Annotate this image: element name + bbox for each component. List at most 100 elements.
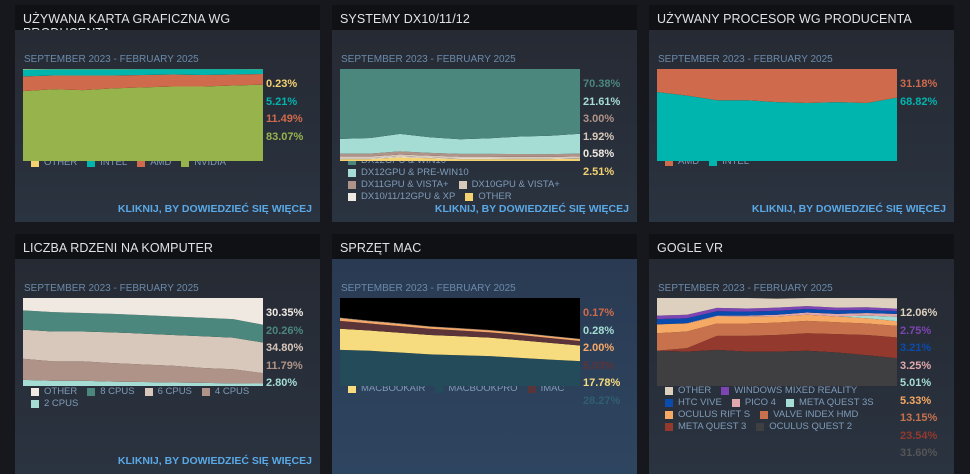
legend-label: DX11GPU & VISTA+ <box>361 179 449 191</box>
value-label: 20.26% <box>266 323 303 341</box>
date-range: SEPTEMBER 2023 - FEBRUARY 2025 <box>341 54 516 65</box>
panel-title: LICZBA RDZENI NA KOMPUTER <box>15 234 320 259</box>
legend-swatch <box>665 411 673 419</box>
legend-label: META QUEST 3S <box>799 397 874 409</box>
legend-label: WINDOWS MIXED REALITY <box>734 385 857 397</box>
legend-swatch <box>348 169 356 177</box>
legend-swatch <box>435 385 443 393</box>
panel-title: UŻYWANY PROCESOR WG PRODUCENTA <box>649 5 954 30</box>
value-label: 3.25% <box>900 358 937 376</box>
legend-item: DX11GPU & VISTA+ <box>348 179 449 191</box>
value-label: 30.35% <box>266 305 303 323</box>
stacked-area-chart <box>657 298 897 386</box>
value-label: 31.18% <box>900 76 937 94</box>
legend-label: OCULUS RIFT S <box>678 409 750 421</box>
legend-label: OCULUS QUEST 2 <box>769 421 852 433</box>
value-label: 83.07% <box>266 129 303 147</box>
legend-item: 4 CPUS <box>202 386 249 398</box>
date-range: SEPTEMBER 2023 - FEBRUARY 2025 <box>658 54 833 65</box>
legend-label: 4 CPUS <box>215 386 249 398</box>
legend-swatch <box>786 399 794 407</box>
date-range: SEPTEMBER 2023 - FEBRUARY 2025 <box>24 54 199 65</box>
learn-more-link[interactable]: KLIKNIJ, BY DOWIEDZIEĆ SIĘ WIĘCEJ <box>752 203 946 215</box>
legend: OTHER WINDOWS MIXED REALITY HTC VIVE PICO 4… <box>665 385 900 433</box>
value-list: 30.35%20.26%34.80%11.79%2.80% <box>266 305 303 393</box>
date-range: SEPTEMBER 2023 - FEBRUARY 2025 <box>341 283 516 294</box>
value-label: 3.21% <box>900 340 937 358</box>
date-range: SEPTEMBER 2023 - FEBRUARY 2025 <box>658 283 833 294</box>
value-label: 0.28% <box>583 323 620 341</box>
value-label: 11.49% <box>266 111 303 129</box>
legend-item: OTHER <box>465 191 511 203</box>
legend-item: HTC VIVE <box>665 397 722 409</box>
area-nvidia <box>23 85 263 161</box>
legend-item: OTHER <box>665 385 711 397</box>
panel-4: LICZBA RDZENI NA KOMPUTER SEPTEMBER 2023… <box>15 234 320 474</box>
legend-label: 8 CPUS <box>100 386 134 398</box>
value-label: 5.21% <box>266 94 303 112</box>
date-range: SEPTEMBER 2023 - FEBRUARY 2025 <box>24 283 199 294</box>
stacked-area-chart <box>657 69 897 161</box>
stacked-area-chart <box>23 298 263 386</box>
legend-swatch <box>732 399 740 407</box>
area-dx12gpu-win10 <box>340 69 580 139</box>
value-label: 12.06% <box>900 305 937 323</box>
legend-label: VALVE INDEX HMD <box>773 409 858 421</box>
panel-title: UŻYWANA KARTA GRAFICZNA WG PRODUCENTA <box>15 5 320 30</box>
panel-title: SPRZĘT MAC <box>332 234 637 259</box>
value-list: 70.38%21.61%3.00%1.92%0.58%2.51% <box>583 76 620 181</box>
value-label: 68.82% <box>900 94 937 112</box>
legend-item: META QUEST 3 <box>665 421 746 433</box>
value-list: 12.06%2.75%3.21%3.25%5.01%5.33%13.15%23.… <box>900 305 937 463</box>
legend-label: OTHER <box>44 386 77 398</box>
legend-swatch <box>665 387 673 395</box>
value-label: 5.33% <box>900 393 937 411</box>
legend-label: 6 CPUS <box>158 386 192 398</box>
value-label: 1.92% <box>583 129 620 147</box>
legend-item: OCULUS QUEST 2 <box>756 421 852 433</box>
learn-more-link[interactable]: KLIKNIJ, BY DOWIEDZIEĆ SIĘ WIĘCEJ <box>118 203 312 215</box>
learn-more-link[interactable]: KLIKNIJ, BY DOWIEDZIEĆ SIĘ WIĘCEJ <box>435 203 629 215</box>
value-label: 17.78% <box>583 375 620 393</box>
legend-item: DX12GPU & PRE-WIN10 <box>348 167 469 179</box>
value-label: 23.54% <box>900 428 937 446</box>
legend-label: DX10/11/12GPU & XP <box>361 191 455 203</box>
stacked-area-chart <box>340 298 580 386</box>
value-list: 31.18%68.82% <box>900 76 937 111</box>
legend-swatch <box>665 423 673 431</box>
legend-item: PICO 4 <box>732 397 776 409</box>
value-label: 21.61% <box>583 94 620 112</box>
legend-swatch <box>760 411 768 419</box>
legend-item: VALVE INDEX HMD <box>760 409 858 421</box>
legend-item: OCULUS RIFT S <box>665 409 750 421</box>
legend-item: META QUEST 3S <box>786 397 874 409</box>
stacked-area-chart <box>23 69 263 161</box>
stacked-area-chart <box>340 69 580 161</box>
panel-body: SEPTEMBER 2023 - FEBRUARY 2025 70.38%21.… <box>332 30 637 222</box>
value-label: 5.03% <box>583 358 620 376</box>
legend-swatch <box>31 388 39 396</box>
value-label: 11.79% <box>266 358 303 376</box>
legend-item: 6 CPUS <box>145 386 192 398</box>
value-label: 5.01% <box>900 375 937 393</box>
value-label: 3.00% <box>583 111 620 129</box>
legend-label: HTC VIVE <box>678 397 722 409</box>
legend-swatch <box>348 385 356 393</box>
value-label: 0.58% <box>583 146 620 164</box>
value-label: 2.00% <box>583 340 620 358</box>
legend-swatch <box>31 400 39 408</box>
legend-label: DX12GPU & PRE-WIN10 <box>361 167 469 179</box>
value-label: 0.17% <box>583 305 620 323</box>
legend-swatch <box>348 193 356 201</box>
legend-swatch <box>202 388 210 396</box>
panel-body: SEPTEMBER 2023 - FEBRUARY 2025 0.23%5.21… <box>15 30 320 222</box>
value-list: 0.17%0.28%2.00%5.03%17.78%28.27% <box>583 305 620 410</box>
value-label: 2.75% <box>900 323 937 341</box>
legend-swatch <box>459 181 467 189</box>
panel-body: SEPTEMBER 2023 - FEBRUARY 2025 31.18%68.… <box>649 30 954 222</box>
panel-1: UŻYWANA KARTA GRAFICZNA WG PRODUCENTA SE… <box>15 5 320 222</box>
legend-item: OTHER <box>31 386 77 398</box>
value-list: 0.23%5.21%11.49%83.07% <box>266 76 303 146</box>
legend-label: DX10GPU & VISTA+ <box>472 179 560 191</box>
